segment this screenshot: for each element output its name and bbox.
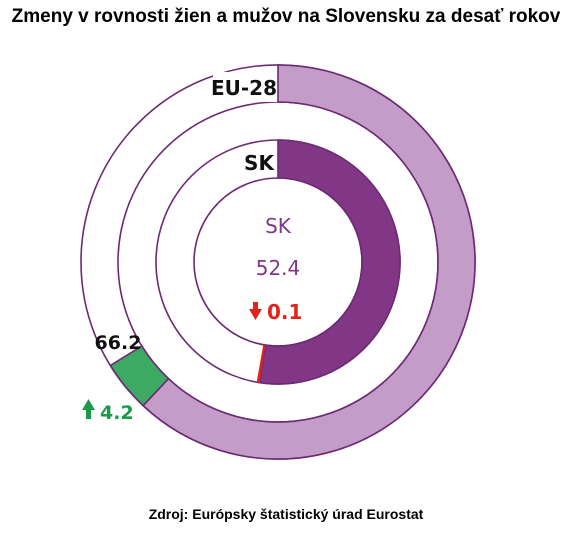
sk-ring-value-arc <box>258 139 401 385</box>
up-arrow-icon <box>82 399 95 419</box>
center-value: 52.4 <box>256 256 301 280</box>
center-change-value: 0.1 <box>267 300 302 324</box>
eu-label-bg <box>213 72 277 102</box>
down-arrow-icon <box>249 302 262 320</box>
eu-value-label: 66.2 <box>95 332 142 354</box>
eu-ring <box>80 64 476 460</box>
eu-ring-label: EU-28 <box>211 76 277 100</box>
sk-ring-change-arc <box>256 344 266 383</box>
sk-label-bg <box>241 147 277 177</box>
eu-ring-value-arc <box>142 64 476 460</box>
center-label: SK <box>265 214 292 238</box>
eu-change-label: 4.2 <box>100 402 134 424</box>
sk-ring <box>155 139 401 385</box>
eu-ring-change-arc <box>109 344 170 407</box>
chart-title: Zmeny v rovnosti žien a mužov na Slovens… <box>11 6 561 27</box>
source-note: Zdroj: Európsky štatistický úrad Eurosta… <box>148 506 424 522</box>
sk-ring-label: SK <box>244 151 275 175</box>
